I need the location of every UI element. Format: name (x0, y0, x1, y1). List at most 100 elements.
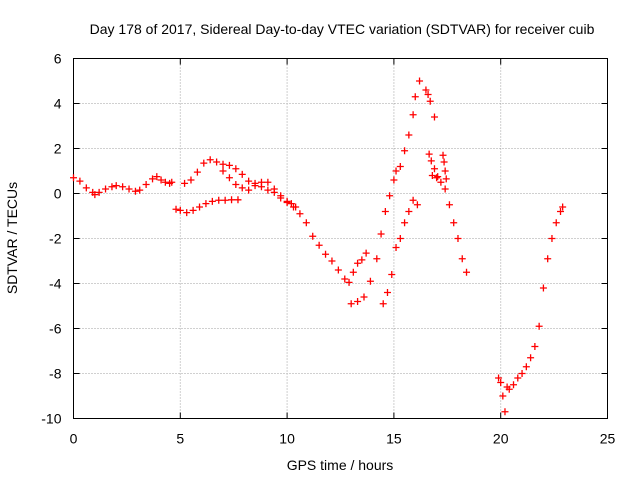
data-point-track-h (428, 172, 436, 179)
data-points (70, 77, 567, 416)
data-point-track-k (548, 235, 556, 242)
data-point-track-a (131, 187, 139, 195)
data-point-track-b (228, 196, 236, 204)
data-point-track-f (409, 196, 417, 204)
data-point-track-i (430, 165, 438, 173)
data-point-track-c (193, 168, 201, 176)
data-point-track-c (181, 179, 189, 187)
data-point-track-a (95, 188, 103, 196)
data-point-track-k (544, 255, 552, 263)
data-point-track-i (427, 157, 435, 165)
x-tick-label: 25 (600, 431, 616, 447)
data-point-track-c (213, 158, 221, 166)
data-point-track-e (360, 293, 368, 301)
data-point-track-f (383, 289, 391, 296)
data-point-track-e (401, 147, 409, 155)
data-point-track-d (251, 179, 259, 187)
x-axis-label: GPS time / hours (287, 457, 394, 473)
data-point-track-c (315, 241, 323, 249)
data-point-track-d (257, 178, 265, 186)
data-point-track-e (347, 300, 355, 308)
data-point-track-d (283, 197, 291, 205)
data-point-track-d (264, 178, 272, 186)
data-point-track-c (362, 249, 370, 257)
data-point-track-a (125, 185, 133, 193)
data-point-track-c (334, 266, 342, 274)
data-point-track-b (189, 206, 197, 214)
data-point-track-e (409, 111, 417, 119)
data-point-track-d (232, 181, 240, 188)
data-point-track-c (219, 160, 227, 168)
data-point-track-c (264, 186, 272, 194)
data-point-track-k (522, 363, 530, 371)
data-point-track-k (495, 374, 503, 382)
data-point-track-i (425, 150, 433, 158)
data-point-track-c (341, 275, 349, 283)
data-point-track-e (377, 230, 385, 238)
data-point-track-k (499, 392, 507, 400)
data-point-track-e (411, 93, 419, 101)
data-point-track-f (392, 244, 400, 251)
data-point-track-e (390, 176, 398, 184)
data-point-track-j (440, 158, 448, 166)
data-point-track-c (187, 176, 195, 184)
data-point-track-h (458, 255, 466, 263)
data-point-track-a (136, 186, 144, 194)
data-point-track-a (149, 175, 157, 183)
data-point-track-b (202, 200, 210, 208)
data-point-track-g (426, 97, 434, 105)
data-point-track-k (514, 374, 522, 382)
y-tick-label: 6 (54, 51, 62, 67)
axis-ticks (73, 58, 608, 419)
y-tick-label: 0 (54, 186, 62, 202)
y-tick-label: -10 (41, 411, 61, 427)
data-point-track-a (102, 185, 110, 193)
data-point-track-f (396, 235, 404, 242)
data-point-track-b (196, 203, 204, 211)
data-point-track-b (208, 197, 216, 205)
data-point-track-e (381, 208, 389, 215)
data-point-track-d (225, 174, 233, 182)
data-point-track-g (424, 91, 432, 98)
data-point-track-c (225, 161, 233, 169)
data-point-track-i (434, 173, 442, 181)
data-point-track-c (302, 219, 310, 227)
data-point-track-e (396, 163, 404, 170)
data-point-track-c (328, 257, 336, 265)
data-point-track-f (379, 300, 387, 308)
chart-title: Day 178 of 2017, Sidereal Day-to-day VTE… (90, 21, 595, 37)
data-point-track-b (183, 209, 191, 217)
x-tick-label: 15 (386, 431, 402, 447)
data-point-track-c (232, 165, 240, 173)
data-point-track-c (245, 177, 253, 185)
data-point-track-c (296, 210, 304, 218)
data-point-track-e (416, 77, 424, 85)
data-point-track-g (430, 113, 438, 121)
data-point-track-e (392, 167, 400, 175)
data-point-track-c (200, 159, 208, 167)
data-point-track-a (157, 176, 165, 184)
data-point-track-c (309, 232, 317, 240)
grid (73, 58, 608, 419)
data-point-track-a (161, 178, 169, 186)
data-point-track-b (176, 206, 184, 214)
data-point-track-f (401, 219, 409, 227)
data-point-track-h (441, 185, 449, 193)
data-point-track-e (366, 277, 374, 285)
y-tick-label: -6 (49, 321, 62, 337)
data-point-track-c (206, 156, 214, 164)
y-tick-label: -4 (49, 276, 62, 292)
data-point-track-c (345, 278, 353, 286)
data-point-track-d (292, 203, 300, 211)
data-point-track-a (153, 173, 161, 181)
data-point-track-b (215, 196, 223, 204)
data-point-track-c (238, 170, 246, 178)
data-point-track-k (531, 343, 539, 350)
x-tick-label: 5 (176, 431, 184, 447)
data-point-track-b (221, 196, 229, 204)
y-tick-label: 2 (54, 141, 62, 157)
data-point-track-k (557, 208, 565, 215)
data-point-track-f (413, 201, 421, 209)
data-point-track-a (82, 184, 90, 192)
